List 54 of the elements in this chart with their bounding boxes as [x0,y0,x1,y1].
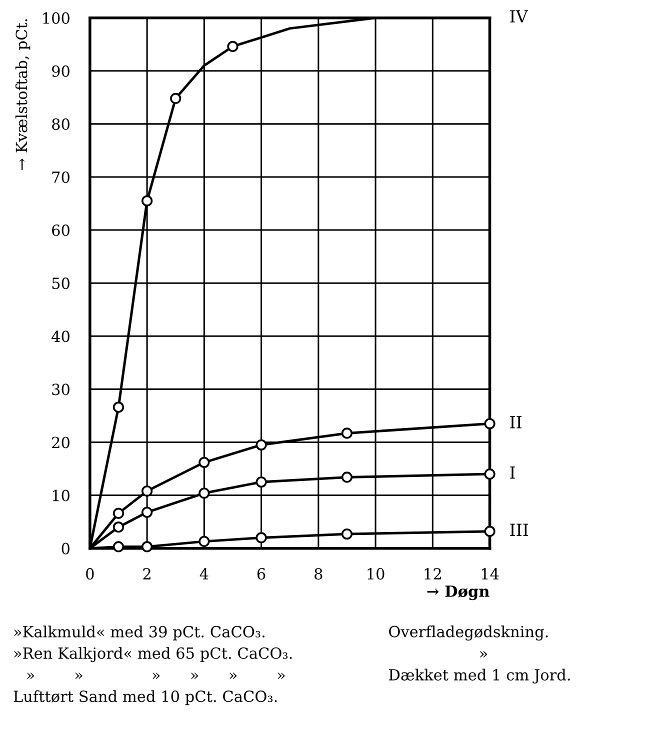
y-tick-label: 30 [52,384,70,396]
point [141,485,153,497]
x-tick-label: 8 [314,568,322,580]
x-tick-label: 2 [143,568,150,580]
point [198,456,210,468]
y-tick-label: 90 [52,65,70,77]
point [198,488,210,499]
y-tick-label: 70 [52,171,70,184]
y-tick-label: 20 [52,436,70,448]
y-tick-label: 50 [52,278,70,290]
point [141,506,153,518]
text: » [480,650,487,658]
y-tick-label: 80 [52,118,70,130]
point [341,428,353,439]
x-tick-label: 4 [200,568,208,580]
point [484,468,496,480]
x-tick-label: 14 [482,568,499,580]
point [141,195,153,206]
y-tick-label: 60 [52,224,70,236]
point [341,528,353,540]
series-label: III [510,524,528,536]
y-tick-label: 10 [52,490,70,502]
point [112,508,124,519]
series-label: I [510,466,515,479]
series-label: II [510,416,522,428]
text: Lufttørt Sand med 10 pCt. CaCO₃. [14,690,277,706]
y-tick-label: 100 [43,12,70,24]
point [141,541,153,552]
x-tick-label: 12 [424,568,441,580]
x-tick-label: 0 [86,568,94,580]
point [484,526,496,537]
point [112,402,124,413]
x-tick-label: 10 [368,568,384,580]
point [198,536,210,547]
point [256,532,267,544]
point [484,418,496,430]
y-tick-label: 40 [52,330,70,342]
point [341,472,353,483]
series-label: IV [510,10,528,22]
point [227,40,238,52]
y-axis-title: → Kvælstoftab, pCt. [15,19,30,170]
text: »Kalkmuld« med 39 pCt. CaCO₃. [14,626,264,640]
text: » » » » » » [27,672,285,680]
point [170,92,182,104]
point [256,439,267,450]
text: Overfladegødskning. [389,626,548,641]
point [256,476,267,488]
text: Dækket med 1 cm Jord. [389,668,570,684]
x-tick-label: 6 [257,568,266,580]
y-tick-label: 0 [62,542,70,554]
point [112,522,124,533]
text: »Ren Kalkjord« med 65 pCt. CaCO₃. [14,647,292,662]
x-axis-title: → Døgn [427,586,490,600]
point [112,541,124,552]
